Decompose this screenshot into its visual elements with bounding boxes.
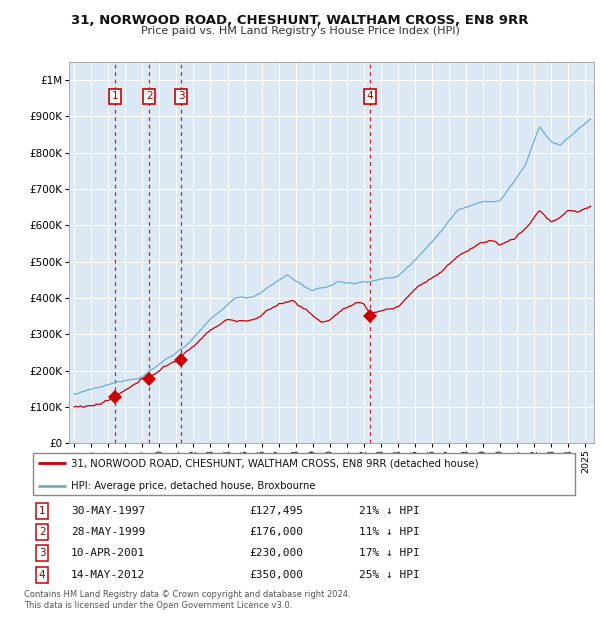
Text: 21% ↓ HPI: 21% ↓ HPI [359, 506, 420, 516]
Text: 17% ↓ HPI: 17% ↓ HPI [359, 548, 420, 559]
Text: 31, NORWOOD ROAD, CHESHUNT, WALTHAM CROSS, EN8 9RR: 31, NORWOOD ROAD, CHESHUNT, WALTHAM CROS… [71, 14, 529, 27]
Text: 31, NORWOOD ROAD, CHESHUNT, WALTHAM CROSS, EN8 9RR (detached house): 31, NORWOOD ROAD, CHESHUNT, WALTHAM CROS… [71, 458, 479, 468]
FancyBboxPatch shape [33, 453, 575, 495]
Text: Price paid vs. HM Land Registry's House Price Index (HPI): Price paid vs. HM Land Registry's House … [140, 26, 460, 36]
Text: 30-MAY-1997: 30-MAY-1997 [71, 506, 145, 516]
Text: 25% ↓ HPI: 25% ↓ HPI [359, 570, 420, 580]
Text: £127,495: £127,495 [250, 506, 304, 516]
Text: 2: 2 [146, 92, 152, 102]
Text: £176,000: £176,000 [250, 527, 304, 537]
Text: 14-MAY-2012: 14-MAY-2012 [71, 570, 145, 580]
Text: 3: 3 [178, 92, 184, 102]
Text: 2: 2 [39, 527, 46, 537]
Text: £350,000: £350,000 [250, 570, 304, 580]
Text: 11% ↓ HPI: 11% ↓ HPI [359, 527, 420, 537]
Text: This data is licensed under the Open Government Licence v3.0.: This data is licensed under the Open Gov… [24, 601, 292, 611]
Text: Contains HM Land Registry data © Crown copyright and database right 2024.: Contains HM Land Registry data © Crown c… [24, 590, 350, 600]
Text: 3: 3 [39, 548, 46, 559]
Text: £230,000: £230,000 [250, 548, 304, 559]
Text: 1: 1 [39, 506, 46, 516]
Text: 4: 4 [367, 92, 374, 102]
Text: 28-MAY-1999: 28-MAY-1999 [71, 527, 145, 537]
Text: 10-APR-2001: 10-APR-2001 [71, 548, 145, 559]
Text: 1: 1 [112, 92, 119, 102]
Text: 4: 4 [39, 570, 46, 580]
Text: HPI: Average price, detached house, Broxbourne: HPI: Average price, detached house, Brox… [71, 480, 316, 490]
